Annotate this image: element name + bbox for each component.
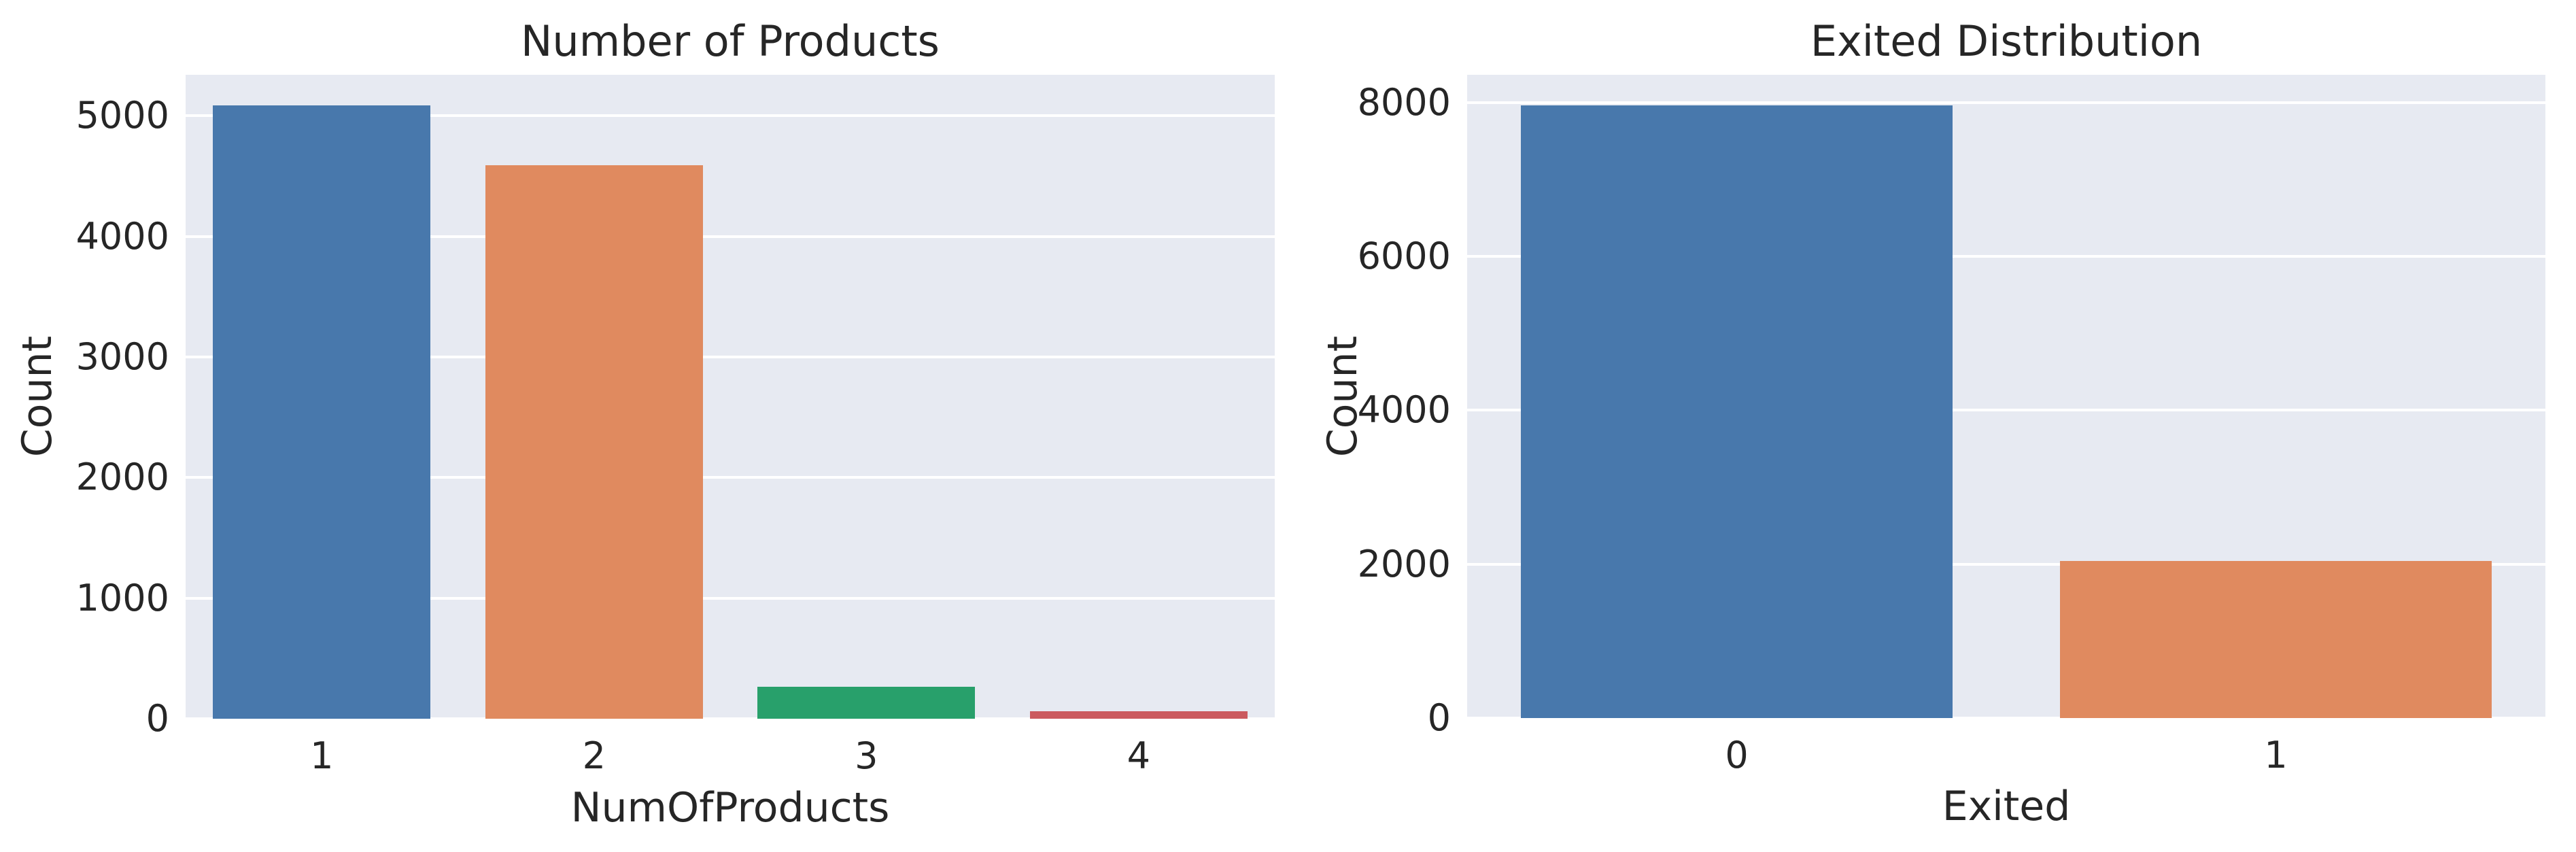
y-tick-label: 3000 [75,335,169,378]
y-tick-label: 5000 [75,94,169,137]
y-tick-label: 6000 [1357,235,1451,278]
y-tick-label: 0 [1427,696,1451,739]
x-axis-label-numofproducts: NumOfProducts [570,784,890,832]
bar-numofproducts-1 [213,105,431,719]
y-tick-label: 0 [145,697,169,740]
gridline-y-0 [186,717,1275,720]
gridline-y-6000 [1467,255,2545,258]
x-tick-label: 3 [855,734,878,777]
gridline-y-0 [1467,717,2545,719]
y-tick-label: 4000 [1357,388,1451,432]
gridline-y-2000 [186,476,1275,479]
x-tick-label: 1 [310,734,334,777]
x-tick-label: 4 [1127,734,1150,777]
x-tick-label: 0 [1725,734,1749,777]
y-tick-label: 1000 [75,576,169,619]
x-tick-label: 1 [2264,734,2288,777]
gridline-y-1000 [186,596,1275,600]
chart-title-exited-distribution: Exited Distribution [1810,16,2203,66]
bar-exited-0 [1521,105,1953,718]
y-tick-label: 2000 [75,456,169,499]
bar-numofproducts-3 [757,686,976,719]
bar-numofproducts-2 [485,165,703,719]
gridline-y-5000 [186,114,1275,118]
y-tick-label: 2000 [1357,542,1451,585]
gridline-y-2000 [1467,562,2545,566]
chart-title-num-of-products: Number of Products [521,16,940,66]
gridline-y-4000 [186,235,1275,238]
gridline-y-3000 [186,355,1275,358]
y-tick-label: 8000 [1357,80,1451,124]
bar-numofproducts-4 [1029,711,1248,719]
gridline-y-8000 [1467,101,2545,104]
x-axis-label-exited: Exited [1942,783,2071,830]
x-tick-label: 2 [582,734,606,777]
gridline-y-4000 [1467,409,2545,412]
y-tick-label: 4000 [75,214,169,258]
bar-exited-1 [2060,561,2492,718]
